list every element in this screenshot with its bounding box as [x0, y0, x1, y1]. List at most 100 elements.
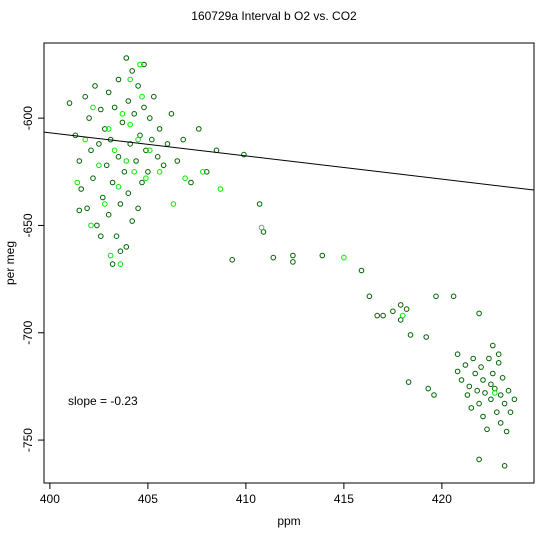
data-point: [503, 428, 510, 435]
data-point: [133, 158, 139, 164]
data-point: [468, 405, 475, 411]
data-point: [76, 158, 83, 164]
x-axis: 400 405 410 415 420: [40, 483, 452, 506]
data-point: [88, 147, 94, 154]
data-point: [74, 179, 81, 186]
data-point: [466, 383, 473, 390]
data-point: [423, 334, 430, 340]
data-point: [407, 332, 414, 338]
data-point: [117, 261, 124, 267]
data-point: [149, 136, 155, 143]
data-point: [121, 169, 128, 175]
data-point: [102, 201, 108, 207]
data-point: [119, 111, 126, 117]
x-tick-label: 410: [236, 492, 256, 506]
data-point: [131, 169, 137, 175]
data-point: [98, 106, 104, 113]
data-point: [131, 111, 137, 117]
data-point: [270, 254, 277, 261]
data-point: [341, 254, 347, 261]
data-point: [258, 224, 265, 231]
data-point: [229, 257, 235, 263]
y-axis: -600 -650 -700 -750: [21, 106, 44, 452]
data-point: [431, 392, 437, 398]
data-point: [84, 205, 90, 212]
data-point: [405, 379, 412, 385]
data-point: [78, 186, 84, 192]
x-tick-label: 420: [432, 492, 452, 506]
data-points: [66, 55, 518, 469]
plot-frame: [43, 42, 535, 484]
data-point: [497, 420, 504, 426]
data-point: [499, 375, 506, 381]
data-point: [495, 360, 502, 366]
data-point: [103, 162, 110, 169]
data-point: [497, 392, 504, 398]
data-point: [119, 119, 126, 126]
data-point: [156, 126, 163, 132]
y-axis-label: per meg: [3, 241, 17, 285]
data-point: [96, 162, 102, 169]
data-point: [105, 89, 112, 96]
data-point: [160, 162, 167, 169]
data-point: [454, 351, 461, 358]
data-point: [156, 169, 163, 175]
data-point: [127, 76, 133, 83]
data-point: [454, 368, 461, 375]
data-point: [494, 409, 500, 416]
data-point: [82, 93, 88, 100]
data-point: [174, 158, 181, 164]
data-point: [125, 98, 132, 104]
data-point: [464, 392, 471, 398]
data-point: [470, 355, 477, 362]
data-point: [141, 61, 147, 68]
data-point: [123, 244, 130, 250]
data-point: [433, 293, 439, 300]
data-point: [476, 400, 482, 407]
data-point: [501, 400, 508, 407]
data-point: [241, 151, 247, 158]
x-tick-label: 405: [138, 492, 158, 506]
data-point: [319, 252, 326, 259]
data-point: [141, 104, 147, 111]
data-point: [425, 385, 432, 392]
data-point: [501, 463, 508, 469]
data-point: [115, 184, 122, 190]
data-point: [105, 211, 112, 218]
data-point: [129, 68, 135, 74]
data-point: [200, 169, 206, 175]
data-point: [290, 252, 296, 259]
data-point: [111, 104, 118, 111]
data-point: [76, 207, 83, 214]
data-point: [94, 222, 100, 229]
data-point: [488, 381, 494, 388]
data-point: [151, 93, 157, 100]
data-point: [488, 396, 494, 403]
data-point: [399, 312, 406, 319]
data-point: [374, 312, 381, 319]
data-point: [86, 115, 92, 121]
data-point: [476, 310, 482, 317]
chart-title: 160729a Interval b O2 vs. CO2: [191, 9, 357, 23]
data-point: [462, 362, 469, 368]
data-point: [495, 351, 502, 358]
data-point: [115, 154, 122, 160]
data-point: [147, 115, 153, 121]
data-point: [478, 364, 484, 370]
data-point: [397, 302, 404, 308]
data-point: [145, 169, 151, 175]
data-point: [188, 179, 194, 186]
data-point: [476, 456, 482, 463]
data-point: [90, 104, 96, 111]
data-point: [143, 175, 149, 181]
data-point: [168, 111, 175, 117]
data-point: [450, 293, 457, 300]
data-point: [480, 413, 486, 420]
data-point: [111, 147, 118, 154]
data-point: [290, 259, 296, 265]
data-point: [135, 83, 141, 89]
data-point: [486, 355, 492, 362]
data-point: [256, 201, 263, 207]
x-tick-label: 400: [40, 492, 60, 506]
